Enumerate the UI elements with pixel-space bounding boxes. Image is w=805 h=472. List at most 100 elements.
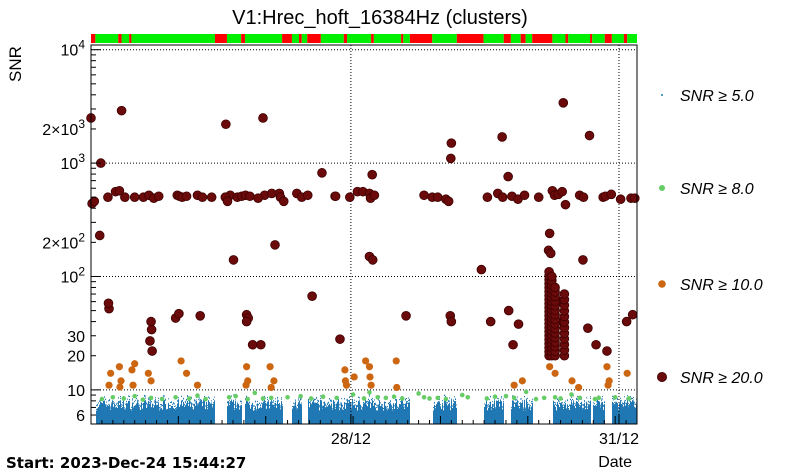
band-dot: [377, 404, 378, 406]
band-dot: [375, 403, 376, 405]
band-column: [272, 404, 273, 424]
band-column: [374, 403, 375, 424]
band-column: [156, 405, 157, 424]
band-dot: [258, 404, 259, 406]
band-dot: [385, 401, 386, 403]
band-column: [186, 403, 187, 424]
band-dot: [566, 409, 567, 411]
segment: [456, 34, 484, 43]
segment: [91, 34, 96, 43]
band-dot: [451, 399, 452, 401]
band-column: [521, 403, 522, 424]
band-dot: [443, 406, 444, 408]
band-dot: [449, 397, 450, 399]
band-dot: [626, 402, 627, 404]
band-dot: [121, 404, 122, 406]
legend-label: SNR ≥ 8.0: [680, 181, 754, 198]
data-point: [145, 336, 155, 346]
data-point: [482, 192, 493, 203]
band-dot: [491, 408, 492, 410]
band-dot: [563, 404, 564, 406]
band-dot: [448, 400, 449, 402]
band-column: [358, 400, 359, 424]
band-dot: [527, 397, 528, 399]
band-dot: [485, 404, 486, 406]
band-dot: [497, 401, 498, 403]
band-dot: [151, 401, 152, 403]
band-dot: [130, 408, 131, 410]
segment: [129, 34, 132, 43]
band-column: [96, 410, 97, 424]
band-dot: [574, 405, 575, 407]
band-column: [256, 410, 257, 424]
band-dot: [530, 405, 531, 407]
band-dot: [619, 404, 620, 406]
data-point: [140, 397, 146, 402]
band-dot: [629, 404, 630, 406]
band-dot: [528, 407, 529, 409]
data-point: [503, 171, 513, 182]
band-column: [612, 401, 613, 424]
data-point: [110, 394, 116, 400]
band-column: [311, 404, 312, 424]
band-column: [213, 403, 214, 424]
band-dot: [354, 399, 355, 401]
band-dot: [370, 402, 371, 404]
band-dot: [408, 400, 409, 402]
band-dot: [367, 400, 368, 402]
band-dot: [172, 403, 173, 405]
data-point: [94, 230, 105, 241]
band-dot: [294, 403, 295, 405]
data-point: [591, 339, 601, 350]
band-dot: [214, 400, 215, 402]
data-point: [583, 323, 593, 333]
band-dot: [384, 401, 385, 403]
band-column: [174, 408, 175, 424]
band-column: [599, 401, 600, 424]
band-dot: [580, 402, 581, 404]
band-dot: [316, 397, 317, 399]
band-dot: [174, 403, 175, 405]
band-column: [407, 406, 408, 424]
band-dot: [378, 399, 379, 401]
band-dot: [150, 401, 151, 403]
band-dot: [99, 400, 100, 402]
band-dot: [406, 401, 407, 403]
band-column: [447, 405, 448, 424]
band-dot: [452, 408, 453, 410]
band-column: [485, 404, 486, 424]
band-dot: [582, 404, 583, 406]
band-dot: [341, 398, 342, 400]
data-point: [129, 381, 137, 389]
band-dot: [325, 403, 326, 405]
band-dot: [392, 406, 393, 408]
band-dot: [207, 407, 208, 409]
band-column: [345, 408, 346, 424]
data-point: [350, 392, 356, 397]
band-dot: [531, 402, 532, 404]
band-dot: [168, 402, 169, 404]
band-column: [280, 409, 281, 424]
band-column: [513, 400, 514, 424]
band-column: [384, 401, 385, 424]
band-dot: [625, 402, 626, 404]
band-dot: [572, 399, 573, 401]
band-column: [310, 402, 311, 424]
band-dot: [398, 408, 399, 410]
band-dot: [453, 400, 454, 402]
band-dot: [340, 402, 341, 404]
data-point: [258, 113, 268, 123]
band-dot: [310, 401, 311, 403]
band-dot: [493, 404, 494, 406]
data-point: [146, 324, 157, 335]
band-column: [309, 407, 310, 424]
band-dot: [590, 396, 591, 398]
band-dot: [212, 406, 213, 408]
band-dot: [339, 407, 340, 409]
data-point: [361, 396, 367, 401]
band-dot: [257, 403, 258, 405]
band-dot: [518, 405, 519, 407]
data-point: [203, 396, 208, 402]
band-column: [129, 400, 130, 424]
band-dot: [259, 402, 260, 404]
